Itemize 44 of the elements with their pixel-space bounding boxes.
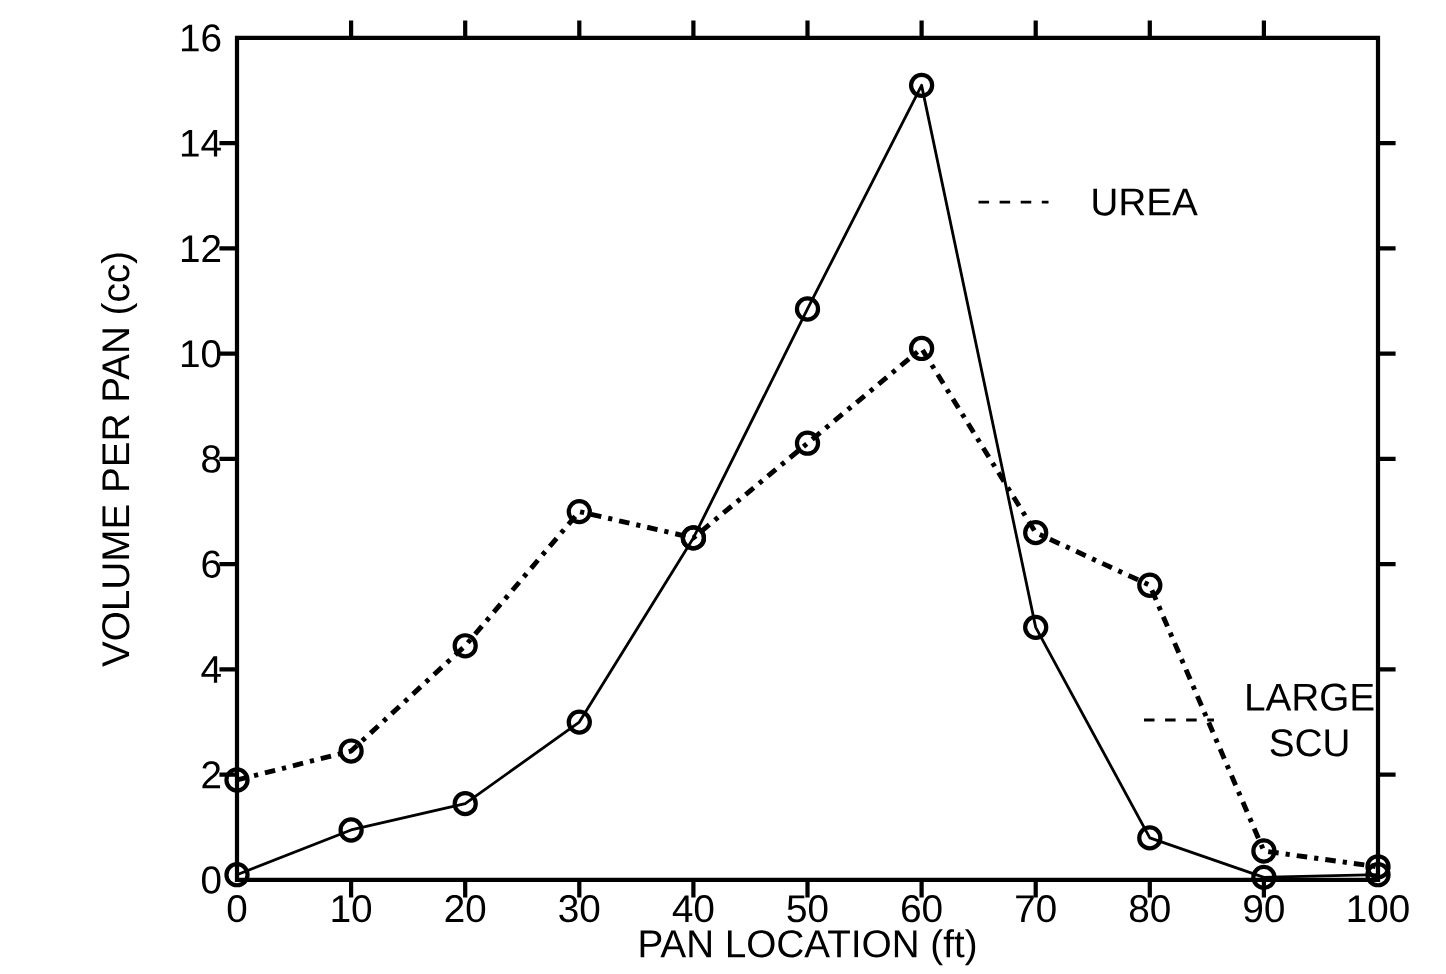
point	[908, 335, 935, 362]
point	[794, 430, 821, 456]
x-tick-label: 70	[1016, 895, 1056, 923]
x-tick-label: 80	[1129, 895, 1170, 923]
annotation: UREA	[1093, 188, 1198, 216]
point	[1251, 838, 1277, 864]
x-tick-label: 90	[1244, 895, 1284, 923]
x-tick-label: 60	[902, 895, 942, 923]
y-tick-label: 12	[181, 235, 221, 262]
point	[794, 296, 821, 322]
point	[1365, 854, 1391, 880]
point	[224, 767, 250, 793]
annotation: LARGE SCU	[1247, 683, 1374, 757]
point	[1251, 864, 1277, 891]
y-tick-label: 16	[181, 24, 221, 52]
y-tick-label: 4	[201, 656, 221, 683]
x-tick-label: 20	[445, 895, 486, 923]
y-tick-label: 0	[202, 866, 221, 894]
x-tick-label: 30	[559, 895, 600, 923]
point	[908, 72, 935, 99]
x-tick-label: 10	[332, 895, 372, 923]
x-tick-label: 50	[787, 895, 828, 923]
x-tick-label: 40	[672, 895, 714, 923]
y-tick-label: 2	[202, 761, 221, 789]
x-tick-label: 100	[1348, 895, 1409, 923]
point	[1365, 862, 1391, 888]
point	[1023, 520, 1049, 546]
y-tick-label: 14	[181, 129, 221, 157]
point	[1137, 825, 1163, 851]
point	[1023, 614, 1049, 641]
point	[224, 862, 250, 888]
point	[338, 738, 364, 764]
point	[566, 709, 592, 735]
x-tick-label: 0	[227, 895, 247, 923]
y-tick-label: 10	[181, 340, 221, 368]
y-axis-title: VOLUME PER PAN (cc)	[101, 253, 138, 667]
point	[1137, 572, 1163, 598]
point	[452, 633, 478, 659]
point	[452, 791, 478, 817]
point	[566, 498, 592, 525]
x-axis-title: PAN LOCATION (ft)	[640, 929, 976, 966]
y-tick-label: 8	[202, 445, 221, 473]
y-tick-label: 6	[202, 550, 221, 578]
point	[338, 817, 364, 843]
